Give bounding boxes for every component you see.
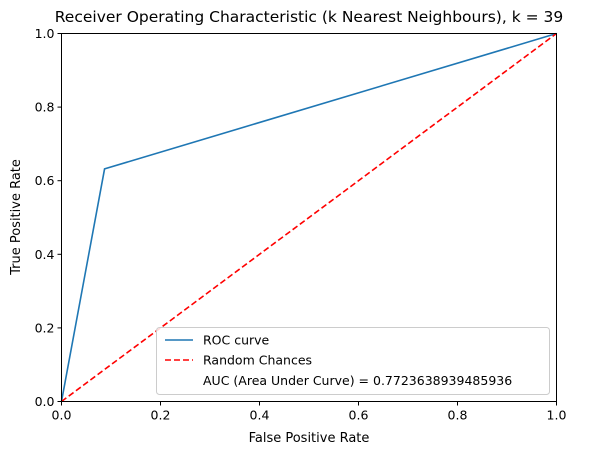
y-axis-label: True Positive Rate xyxy=(9,159,24,276)
y-tick-label: 0.2 xyxy=(35,320,55,335)
y-tick-label: 0.0 xyxy=(35,394,55,409)
legend-label-auc: AUC (Area Under Curve) = 0.7723638939485… xyxy=(203,373,512,388)
legend-label-random-chances: Random Chances xyxy=(203,353,312,368)
legend-label-roc-curve: ROC curve xyxy=(203,333,270,348)
x-tick-label: 0.2 xyxy=(151,408,171,423)
x-tick-label: 0.4 xyxy=(250,408,270,423)
x-tick-label: 0.8 xyxy=(448,408,468,423)
plot-frame xyxy=(61,33,557,402)
y-tick-label: 0.4 xyxy=(35,247,55,262)
x-axis-ticks: 0.0 0.2 0.4 0.6 0.8 1.0 xyxy=(52,401,567,423)
x-tick-label: 0.0 xyxy=(52,408,72,423)
x-axis-label: False Positive Rate xyxy=(249,431,370,446)
series-line-random-chances xyxy=(61,32,557,403)
y-axis-ticks: 0.0 0.2 0.4 0.6 0.8 1.0 xyxy=(35,26,62,409)
legend-frame xyxy=(156,327,550,395)
series-line-roc-curve xyxy=(60,32,557,402)
legend: ROC curve Random Chances AUC (Area Under… xyxy=(156,327,550,395)
x-tick-label: 1.0 xyxy=(547,408,567,423)
x-tick-label: 0.6 xyxy=(349,408,369,423)
y-tick-label: 1.0 xyxy=(35,26,55,41)
y-tick-label: 0.6 xyxy=(35,173,55,188)
chart-title: Receiver Operating Characteristic (k Nea… xyxy=(55,8,564,26)
y-tick-label: 0.8 xyxy=(35,100,55,115)
series-layer xyxy=(60,32,557,403)
